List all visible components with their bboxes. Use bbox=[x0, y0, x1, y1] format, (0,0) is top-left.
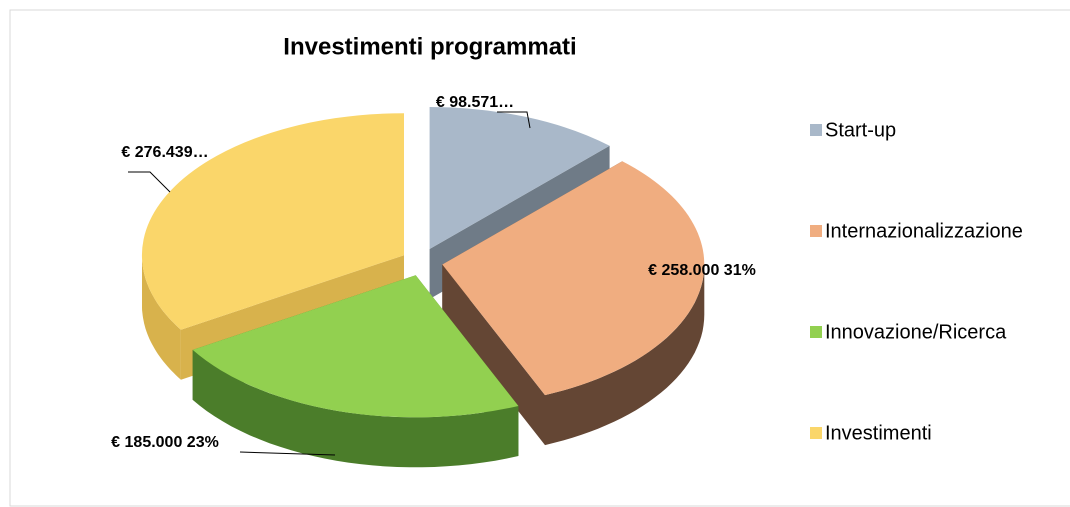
slice-wall bbox=[442, 264, 545, 446]
slice bbox=[192, 275, 519, 418]
legend-swatch bbox=[810, 124, 822, 136]
data-label: € 98.571… bbox=[436, 94, 514, 111]
pie bbox=[141, 106, 705, 468]
slice-side bbox=[142, 255, 181, 380]
legend-swatch bbox=[810, 326, 822, 338]
legend-swatch bbox=[810, 225, 822, 237]
slice bbox=[442, 161, 705, 396]
leader-line bbox=[239, 451, 336, 456]
legend-label: Internazionalizzazione bbox=[825, 220, 1023, 242]
legend-label: Innovazione/Ricerca bbox=[825, 321, 1007, 343]
legend-swatch bbox=[810, 427, 822, 439]
legend-label: Investimenti bbox=[825, 422, 932, 444]
slice-side bbox=[192, 349, 519, 468]
chart-title: Investimenti programmati bbox=[283, 33, 576, 60]
data-label: € 258.000 31% bbox=[648, 262, 756, 279]
slice bbox=[429, 106, 610, 249]
legend-label: Start-up bbox=[825, 119, 896, 141]
slice bbox=[141, 113, 404, 330]
data-label: € 185.000 23% bbox=[111, 434, 219, 451]
leader-line bbox=[128, 171, 171, 193]
data-label: € 276.439… bbox=[121, 144, 208, 161]
slice-side bbox=[545, 264, 705, 446]
leader-line bbox=[497, 111, 531, 129]
